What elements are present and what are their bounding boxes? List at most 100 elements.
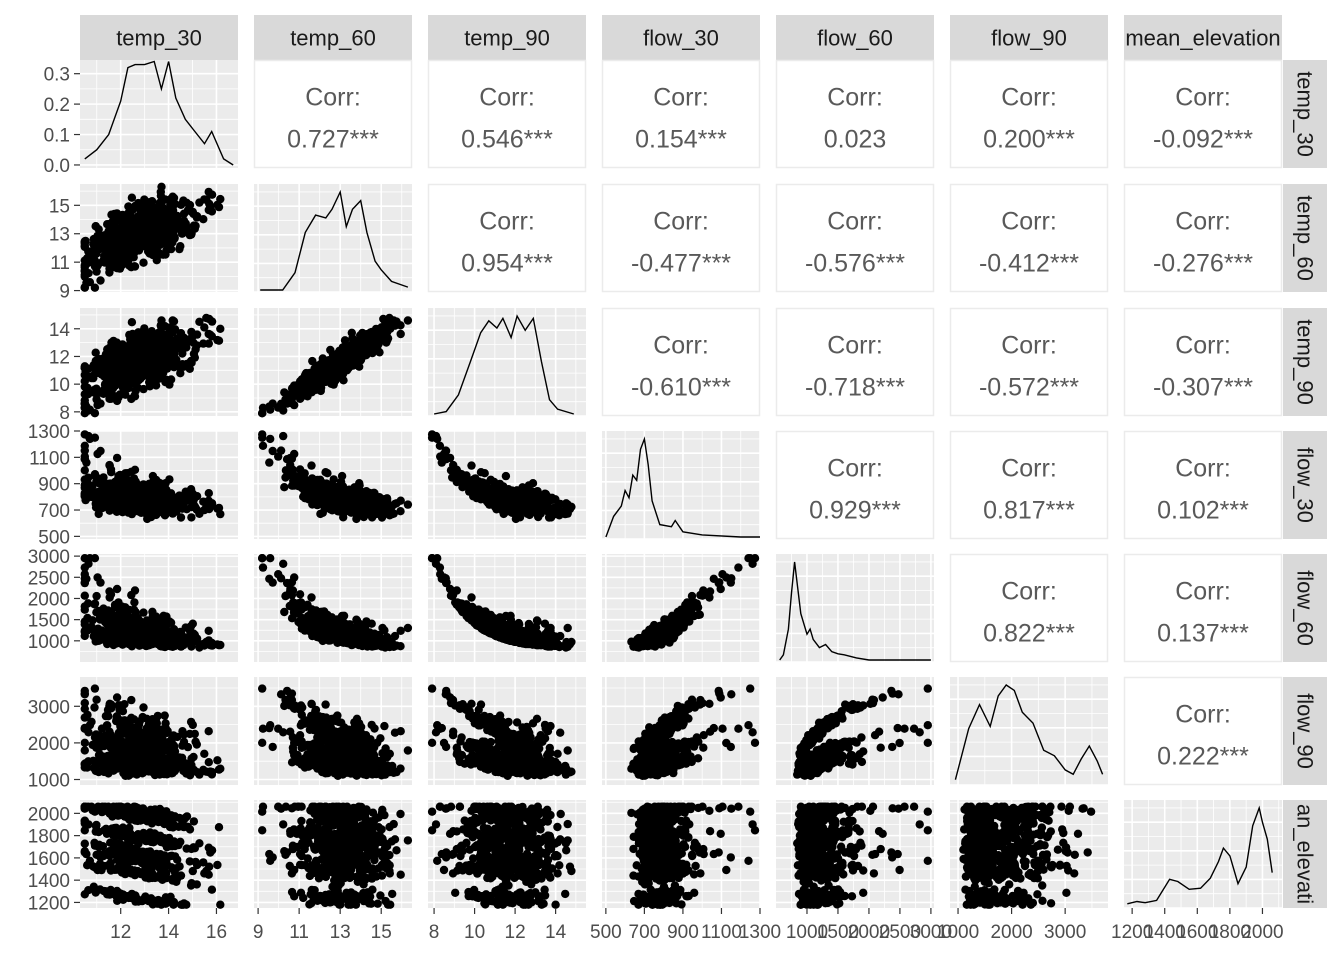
strip-col-label: temp_90	[464, 26, 550, 51]
strip-row-0	[1283, 60, 1327, 168]
scatter-point	[207, 207, 217, 216]
scatter-point	[139, 258, 148, 267]
scatter-point	[486, 475, 495, 484]
scatter-point	[182, 222, 191, 231]
scatter-point	[97, 626, 107, 635]
scatter-point	[192, 330, 202, 339]
corr-label: Corr:	[827, 207, 883, 235]
strip-col-label: flow_90	[991, 26, 1067, 51]
scatter-point	[528, 479, 538, 488]
corr-value: 0.102***	[1157, 496, 1249, 524]
scatter-point	[216, 324, 225, 333]
corr-panel	[1123, 183, 1283, 293]
scatter-point	[97, 241, 107, 251]
scatter-point	[143, 506, 152, 516]
scatter-point	[145, 378, 154, 387]
scatter-point	[90, 599, 100, 608]
scatter-point	[158, 338, 167, 347]
scatter-point	[311, 491, 321, 500]
scatter-point	[155, 369, 164, 378]
scatter-point	[112, 240, 122, 250]
scatter-point	[495, 482, 505, 492]
scatter-point	[192, 213, 201, 222]
scatter-point	[182, 505, 191, 514]
scatter-point	[126, 335, 135, 344]
scatter-point	[455, 470, 464, 480]
scatter-point	[366, 328, 375, 337]
scatter-point	[339, 513, 348, 522]
scatter-point	[258, 430, 267, 439]
scatter-point	[119, 627, 128, 636]
corr-label: Corr:	[1001, 331, 1057, 359]
corr-panel	[949, 59, 1109, 169]
scatter-point	[155, 328, 164, 337]
scatter-point	[169, 193, 179, 203]
scatter-point	[363, 508, 372, 517]
scatter-point	[127, 193, 137, 202]
scatter-point	[112, 480, 122, 489]
scatter-point	[182, 496, 191, 506]
scatter-point	[158, 212, 167, 221]
corr-label: Corr:	[653, 83, 709, 111]
scatter-point	[145, 243, 154, 253]
scatter-point	[315, 479, 324, 488]
scatter-point	[333, 363, 342, 372]
density-curve-temp_30	[84, 60, 234, 166]
scatter-point	[123, 469, 132, 478]
scatter-point	[266, 405, 275, 414]
strip-row-2	[1283, 308, 1327, 416]
scatter-point	[161, 345, 170, 354]
scatter-point	[83, 256, 92, 265]
scatter-point	[311, 368, 321, 378]
scatter-point	[112, 613, 122, 622]
scatter-point	[390, 499, 400, 509]
scatter-point	[112, 369, 122, 379]
corr-value: -0.412***	[979, 249, 1079, 277]
scatter-point	[95, 231, 105, 240]
scatter-point	[118, 508, 127, 517]
scatter-point	[155, 221, 164, 230]
panel-background	[80, 60, 238, 168]
scatter-point	[80, 363, 90, 373]
scatter-point	[337, 354, 346, 364]
scatter-point	[207, 638, 217, 648]
scatter-point	[112, 453, 122, 463]
corr-value: -0.572***	[979, 373, 1079, 401]
scatter-point	[449, 460, 458, 470]
corr-panel	[949, 183, 1109, 293]
scatter-point	[115, 601, 125, 611]
strip-row-3	[1283, 431, 1327, 539]
scatter-point	[157, 182, 166, 191]
scatter-point	[89, 625, 98, 635]
strip-row-label: temp_90	[1293, 319, 1318, 405]
scatter-point	[112, 622, 122, 631]
strip-col-flow_30	[602, 15, 760, 60]
corr-label: Corr:	[479, 207, 535, 235]
scatter-point	[319, 490, 329, 499]
strip-row-6	[1283, 800, 1327, 908]
strip-row-label: temp_30	[1293, 71, 1318, 157]
scatter-point	[507, 494, 516, 503]
scatter-point	[195, 317, 204, 326]
scatter-point	[145, 619, 154, 628]
strip-col-temp_30	[80, 15, 238, 60]
scatter-point	[175, 363, 184, 372]
scatter-point	[80, 242, 90, 252]
scatter-point	[188, 619, 197, 628]
scatter-point	[556, 499, 565, 509]
strip-col-flow_90	[950, 15, 1108, 60]
strip-row-label: flow_30	[1293, 447, 1318, 523]
panel-background	[602, 431, 760, 539]
corr-panel	[1123, 59, 1283, 169]
strip-col-temp_60	[254, 15, 412, 60]
strip-row-1	[1283, 184, 1327, 292]
scatter-point	[396, 329, 405, 339]
scatter-point	[112, 346, 122, 355]
scatter-point	[161, 250, 170, 259]
strip-row-4	[1283, 554, 1327, 662]
scatter-point	[106, 634, 116, 643]
corr-value: 0.817***	[983, 496, 1075, 524]
scatter-point	[290, 449, 299, 459]
scatter-point	[129, 354, 139, 364]
scatter-point	[297, 478, 306, 487]
